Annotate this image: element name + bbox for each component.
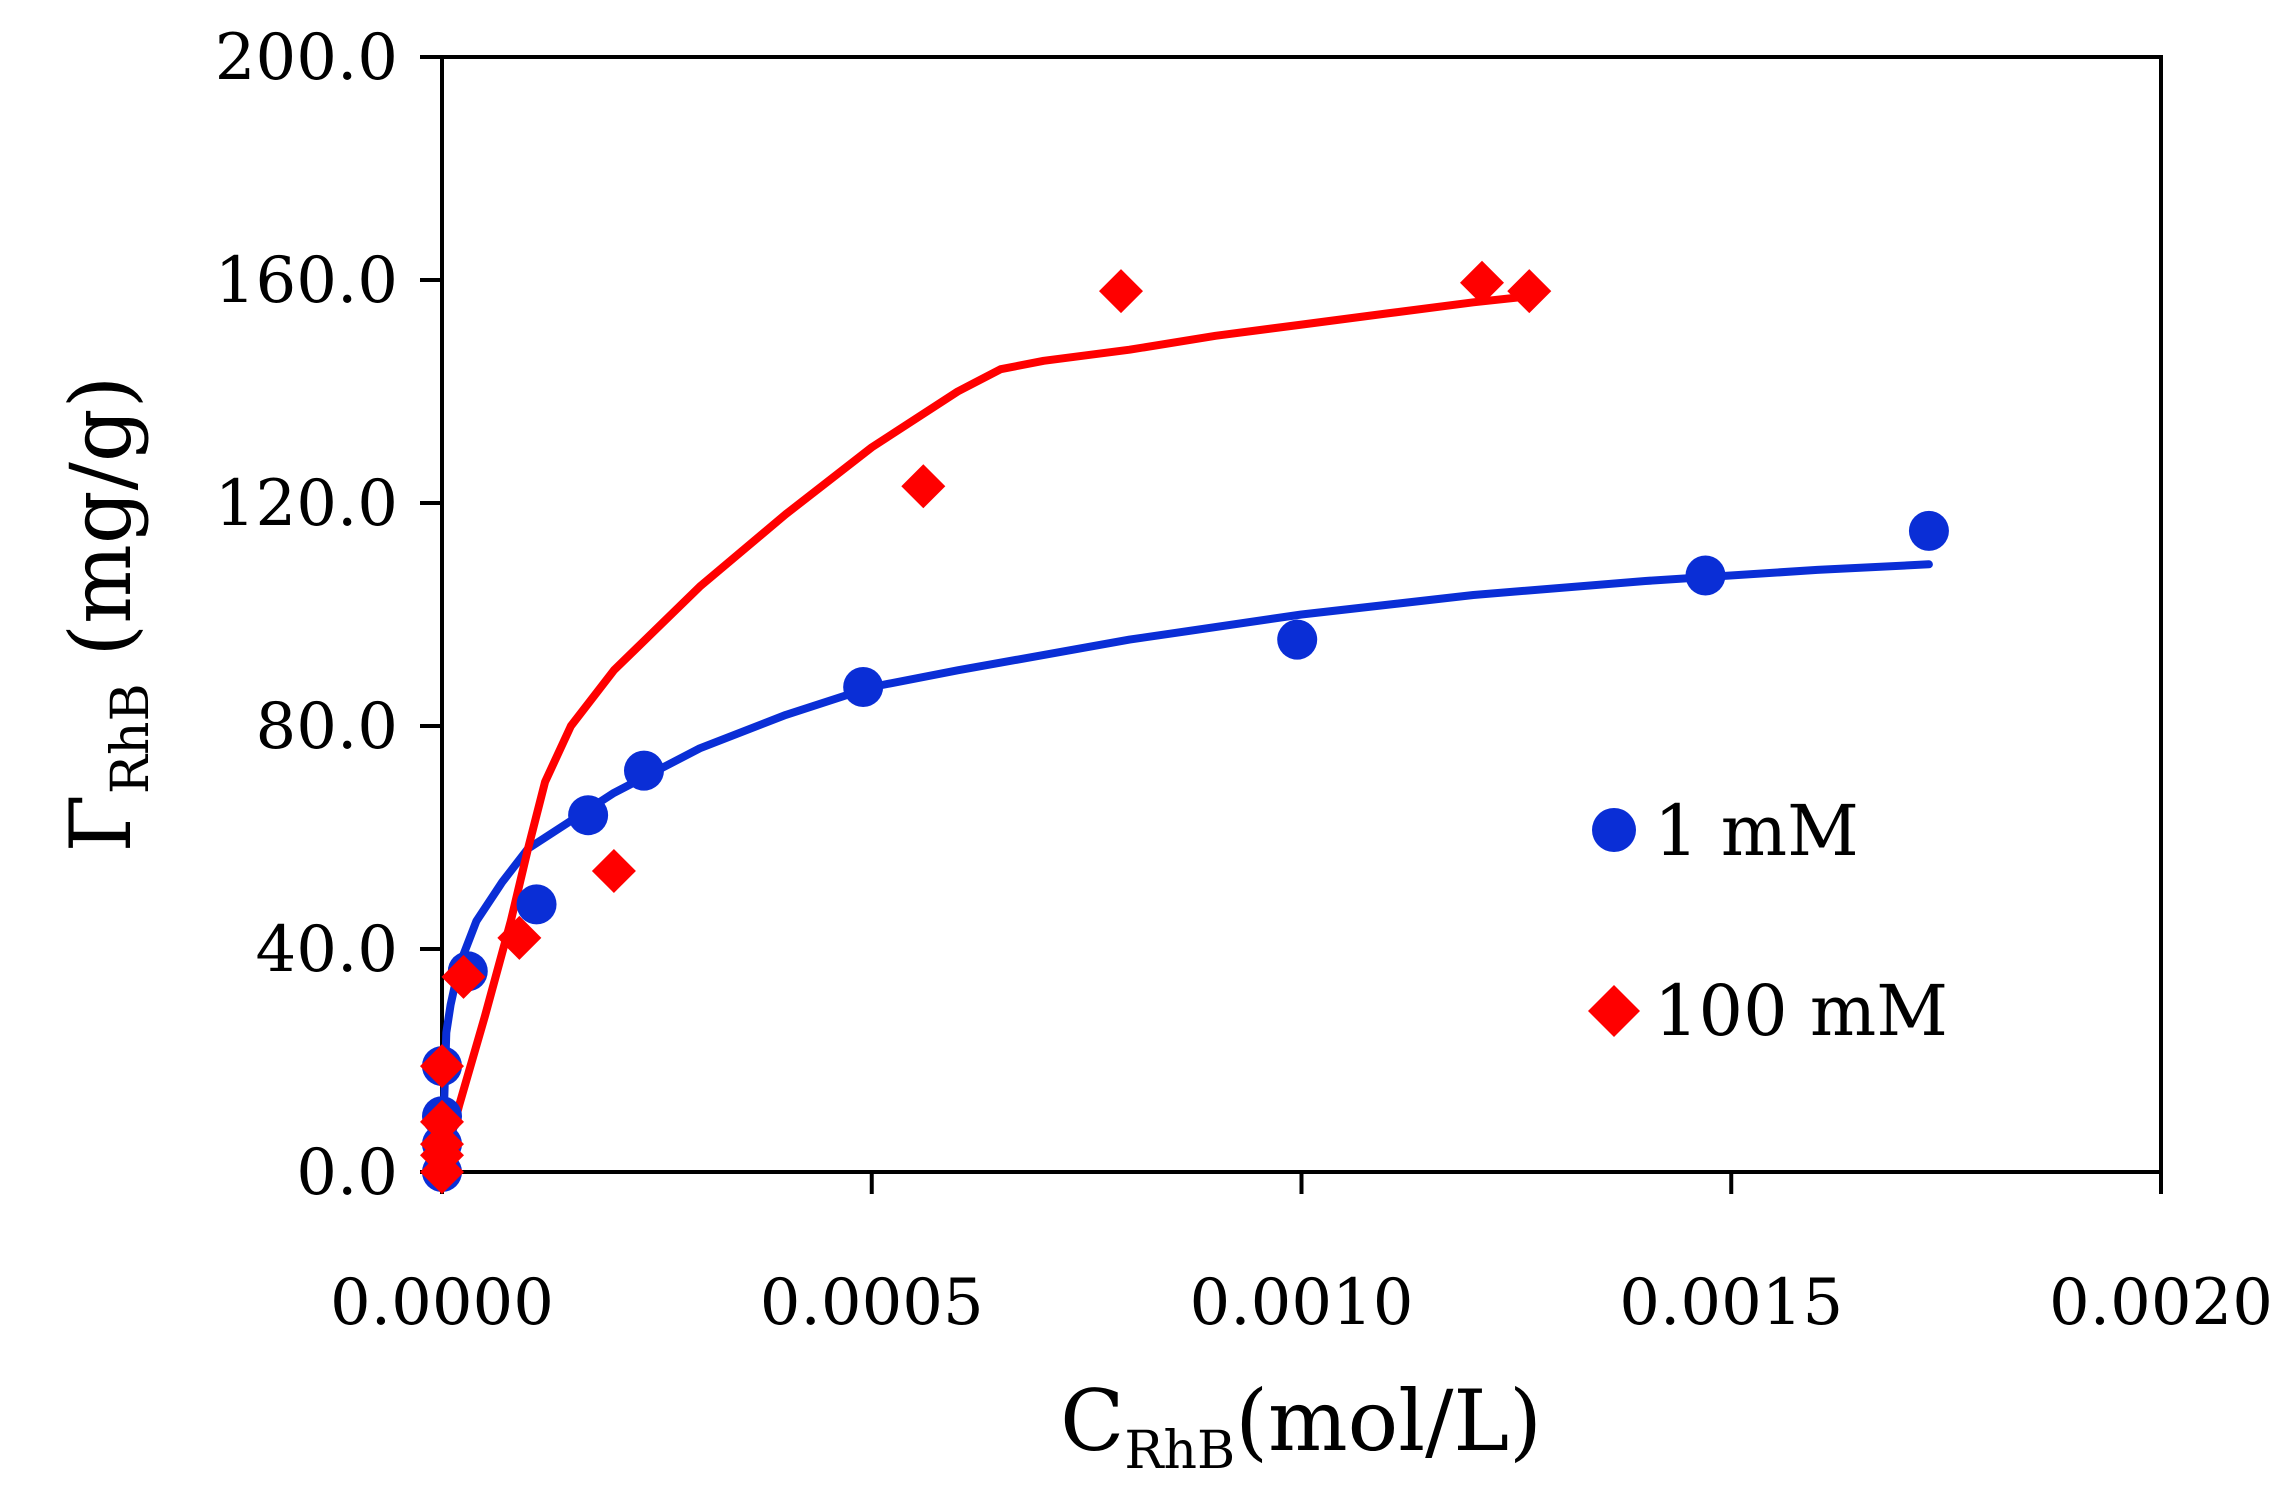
point-1mm-5 xyxy=(516,884,557,925)
legend-marker-100mm xyxy=(1588,985,1640,1037)
point-1mm-10 xyxy=(1685,555,1726,596)
point-1mm-7 xyxy=(623,750,664,791)
point-1mm-8 xyxy=(843,666,884,707)
point-100mm-11 xyxy=(1507,269,1552,314)
y-axis-title: ΓRhB (mg/g) xyxy=(52,376,161,853)
point-1mm-6 xyxy=(568,795,609,836)
legend: 1 mM 100 mM xyxy=(1588,790,1948,1052)
y-tick-label-3: 120.0 xyxy=(215,467,398,541)
y-tick-label-0: 0.0 xyxy=(296,1136,398,1210)
y-tick-label-4: 160.0 xyxy=(215,244,398,318)
data-points xyxy=(420,260,1949,1194)
tick-labels: 0.0000 0.0005 0.0010 0.0015 0.0020 0.0 40.0 80.… xyxy=(215,21,2273,1340)
legend-label-1mm: 1 mM xyxy=(1654,790,1859,872)
point-100mm-7 xyxy=(591,848,636,893)
point-100mm-9 xyxy=(1099,269,1144,314)
point-100mm-3 xyxy=(420,1099,464,1144)
point-100mm-8 xyxy=(901,464,946,509)
x-axis-title: CRhB(mol/L) xyxy=(1060,1372,1542,1481)
point-1mm-9 xyxy=(1277,619,1318,660)
x-tick-label-2: 0.0010 xyxy=(1190,1266,1414,1340)
y-tick-label-2: 80.0 xyxy=(256,690,399,764)
legend-marker-1mm xyxy=(1592,808,1636,852)
x-tick-label-1: 0.0005 xyxy=(760,1266,984,1340)
x-tick-label-4: 0.0020 xyxy=(2049,1266,2273,1340)
x-tick-label-0: 0.0000 xyxy=(330,1266,554,1340)
fit-curve-100mm xyxy=(438,292,1529,1176)
point-100mm-10 xyxy=(1459,260,1504,305)
point-100mm-4 xyxy=(420,1044,464,1089)
legend-label-100mm: 100 mM xyxy=(1654,970,1948,1052)
point-100mm-2 xyxy=(420,1122,464,1167)
point-1mm-11 xyxy=(1908,510,1949,551)
point-100mm-5 xyxy=(441,954,486,999)
y-tick-label-5: 200.0 xyxy=(215,21,398,95)
x-tick-label-3: 0.0015 xyxy=(1619,1266,1843,1340)
y-tick-label-1: 40.0 xyxy=(256,913,399,987)
point-100mm-6 xyxy=(497,915,542,960)
